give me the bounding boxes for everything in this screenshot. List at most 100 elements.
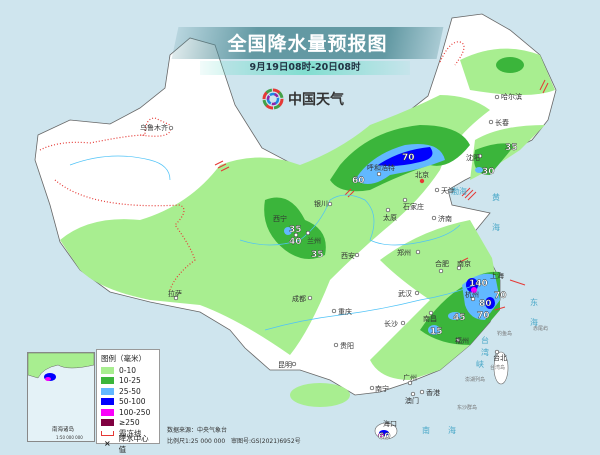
data-source: 数据来源：中央气象台 bbox=[167, 427, 228, 434]
label-penghu: 澎湖列岛 bbox=[465, 376, 485, 383]
map-scale: 比例尺1:25 000 000 bbox=[167, 438, 226, 445]
center-value: 60 bbox=[378, 432, 391, 442]
city-guiyang: 贵阳 bbox=[340, 341, 354, 350]
city-xining: 西宁 bbox=[273, 214, 287, 223]
legend-item: 0-10 bbox=[101, 365, 155, 376]
legend-label: 100-250 bbox=[119, 407, 151, 417]
city-tianjin: 天津 bbox=[441, 187, 455, 195]
center-value: 70 bbox=[477, 311, 490, 321]
legend-swatch bbox=[101, 398, 114, 406]
city-wuhan: 武汉 bbox=[398, 289, 412, 298]
city-yinchuan: 银川 bbox=[314, 199, 328, 208]
place-labels: 钓鱼岛 赤尾屿 台湾岛 澎湖列岛 东沙群岛 bbox=[457, 325, 548, 411]
legend-swatch bbox=[101, 408, 114, 416]
center-value: 70 bbox=[494, 291, 507, 301]
city-hongkong: 香港 bbox=[426, 388, 440, 397]
center-value: 140 bbox=[469, 279, 488, 289]
city-shenyang: 沈阳 bbox=[466, 153, 480, 162]
frost-line-icon bbox=[101, 430, 114, 436]
legend: 图例（毫米） 0-10 10-25 25-50 50-100 100-250 ≥… bbox=[96, 349, 160, 454]
label-huang: 黄 bbox=[492, 192, 500, 202]
forecast-period: 9月19日08时-20日08时 bbox=[249, 62, 361, 73]
city-kunming: 昆明 bbox=[278, 361, 292, 369]
city-taipei: 台北 bbox=[493, 353, 507, 362]
legend-label: 降水中心值 bbox=[118, 433, 149, 454]
city-lanzhou: 兰州 bbox=[307, 236, 321, 245]
rain-100-250-areas bbox=[378, 287, 477, 437]
rivers bbox=[69, 155, 476, 331]
legend-swatch bbox=[101, 377, 114, 385]
legend-item-frost: 霜冻线 bbox=[101, 428, 155, 439]
legend-label: 25-50 bbox=[119, 386, 141, 396]
legend-swatch bbox=[101, 387, 114, 395]
city-hefei: 合肥 bbox=[435, 259, 449, 268]
center-value: 15 bbox=[430, 327, 443, 337]
center-value: 30 bbox=[482, 167, 495, 177]
center-value: 80 bbox=[479, 299, 492, 309]
label-huang-hai: 海 bbox=[492, 222, 500, 232]
city-harbin: 哈尔滨 bbox=[501, 92, 522, 101]
taiwan-island bbox=[493, 351, 509, 385]
inset-scale: 1:50 000 000 bbox=[56, 435, 83, 440]
label-diaoyu: 钓鱼岛 bbox=[497, 330, 512, 337]
inset-map: 南海诸岛 1:50 000 000 bbox=[27, 352, 95, 440]
city-fuzhou: 福州 bbox=[455, 336, 469, 345]
swirl-logo-icon bbox=[262, 88, 284, 110]
legend-item: 25-50 bbox=[101, 386, 155, 397]
legend-title: 图例（毫米） bbox=[101, 354, 146, 363]
sea-labels: 渤海 黄 海 东 海 台 湾 峡 南 海 bbox=[422, 186, 538, 435]
city-changchun: 长春 bbox=[495, 118, 509, 127]
center-value: 35 bbox=[289, 225, 302, 235]
city-shijiazhuang: 石家庄 bbox=[403, 202, 424, 211]
frost-lines bbox=[39, 41, 465, 291]
map-source-info: 数据来源：中央气象台 比例尺1:25 000 000 审图号:GS(2021)6… bbox=[167, 425, 301, 447]
center-value: 40 bbox=[289, 237, 302, 247]
city-jinan: 济南 bbox=[438, 214, 452, 223]
city-xian: 西安 bbox=[341, 251, 355, 260]
page-title: 全国降水量预报图 bbox=[227, 33, 388, 55]
label-bohai: 渤海 bbox=[451, 186, 467, 196]
legend-item: 50-100 bbox=[101, 397, 155, 408]
label-chiwei: 赤尾屿 bbox=[533, 325, 548, 332]
label-strait-tai: 台 bbox=[481, 335, 489, 345]
city-lhasa: 拉萨 bbox=[168, 289, 182, 298]
city-taiyuan: 太原 bbox=[383, 213, 397, 222]
legend-label: 10-25 bbox=[119, 376, 141, 386]
city-beijing: 北京 bbox=[415, 170, 429, 179]
label-dongsha: 东沙群岛 bbox=[457, 404, 477, 411]
legend-item-center: × 降水中心值 bbox=[101, 434, 155, 454]
beijing-capital-marker bbox=[419, 178, 425, 184]
legend-label: 0-10 bbox=[119, 365, 137, 375]
center-value: 35 bbox=[311, 250, 324, 260]
city-nanning: 南宁 bbox=[375, 384, 389, 393]
inset-title: 南海诸岛 bbox=[52, 425, 75, 433]
legend-label: 霜冻线 bbox=[119, 428, 142, 438]
city-guangzhou: 广州 bbox=[403, 373, 417, 382]
city-nanjing: 南京 bbox=[457, 259, 471, 268]
city-zhengzhou: 郑州 bbox=[397, 249, 411, 257]
legend-swatch bbox=[101, 366, 114, 374]
city-haikou: 海口 bbox=[383, 419, 397, 428]
city-shanghai: 上海 bbox=[490, 271, 504, 280]
center-value: 70 bbox=[402, 153, 415, 163]
city-changsha: 长沙 bbox=[384, 319, 398, 328]
label-strait-wan: 湾 bbox=[481, 347, 489, 357]
center-value: 35 bbox=[505, 143, 518, 153]
city-labels: 乌鲁木齐 拉萨 西宁 兰州 银川 呼和浩特 北京 天津 石家庄 太原 济南 西安… bbox=[140, 92, 522, 428]
city-macau: 澳门 bbox=[405, 396, 419, 405]
city-markers bbox=[168, 94, 500, 397]
label-nan-hai: 海 bbox=[448, 425, 456, 435]
label-strait-xia: 峡 bbox=[476, 359, 484, 369]
legend-item: ≥250 bbox=[101, 418, 155, 429]
label-dong-hai: 海 bbox=[530, 317, 538, 327]
city-hangzhou: 杭州 bbox=[465, 290, 479, 299]
city-nanchang: 南昌 bbox=[423, 314, 437, 323]
weather-china-logo: 中国天气 bbox=[262, 88, 344, 110]
scale-review: 比例尺1:25 000 000 审图号:GS(2021)6952号 bbox=[167, 436, 301, 447]
subtitle-banner bbox=[200, 61, 410, 75]
label-nan: 南 bbox=[422, 425, 430, 435]
label-dong: 东 bbox=[530, 297, 538, 307]
legend-item: 100-250 bbox=[101, 407, 155, 418]
precip-center-values: 70 60 30 35 35 40 35 140 70 80 70 45 15 … bbox=[289, 143, 518, 442]
